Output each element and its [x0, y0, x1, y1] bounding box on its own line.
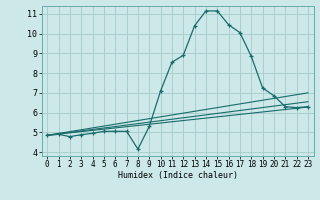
X-axis label: Humidex (Indice chaleur): Humidex (Indice chaleur) [118, 171, 237, 180]
